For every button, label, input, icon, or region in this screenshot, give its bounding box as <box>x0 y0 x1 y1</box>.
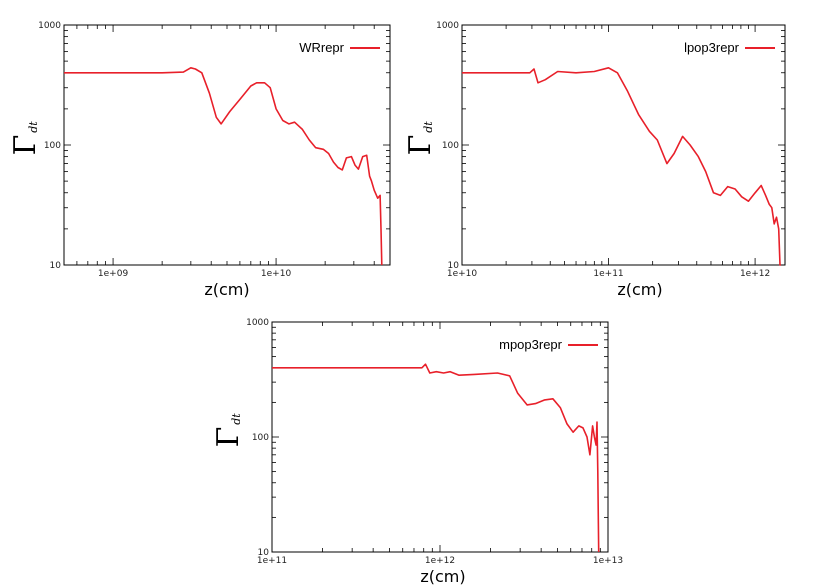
plot-frame <box>461 24 786 266</box>
plot-frame <box>63 24 391 266</box>
y-tick-label: 1000 <box>246 318 269 328</box>
x-tick-label: 1e+12 <box>740 269 770 279</box>
y-tick-label: 10 <box>258 548 270 558</box>
x-axis-label: z(cm) <box>617 280 662 299</box>
plot-frame <box>271 321 609 553</box>
x-tick-label: 1e+10 <box>447 269 478 279</box>
y-axis-label: Γ <box>211 427 246 448</box>
y-axis-label: Γ <box>403 135 438 156</box>
x-tick-label: 1e+10 <box>261 269 292 279</box>
y-tick-label: 10 <box>448 261 460 271</box>
y-axis-label-subscript: dt <box>422 121 435 133</box>
y-tick-label: 100 <box>252 433 269 443</box>
y-axis-label-subscript: dt <box>27 121 40 133</box>
x-tick-label: 1e+09 <box>98 269 129 279</box>
series-line-lpop3repr <box>462 67 781 266</box>
y-tick-label: 100 <box>44 141 61 151</box>
x-axis-label: z(cm) <box>420 567 465 586</box>
y-axis-label: Γ <box>8 135 43 156</box>
x-tick-label: 1e+11 <box>257 556 287 566</box>
x-axis-label: z(cm) <box>204 280 249 299</box>
x-tick-label: 1e+12 <box>425 556 455 566</box>
chart-panel-1: 1000 100 10 1e+09 1e+10 z(cm) Γdt WRrepr <box>8 21 391 299</box>
y-tick-label: 1000 <box>38 21 61 31</box>
y-tick-label: 100 <box>442 141 459 151</box>
x-tick-label: 1e+13 <box>593 556 623 566</box>
legend-label: mpop3repr <box>499 337 563 352</box>
y-tick-label: 10 <box>50 261 62 271</box>
legend-label: WRrepr <box>299 40 344 55</box>
y-tick-label: 1000 <box>436 21 459 31</box>
legend-label: lpop3repr <box>684 40 740 55</box>
series-line-mpop3repr <box>272 363 600 553</box>
y-axis-label-subscript: dt <box>230 413 243 425</box>
series-line-WRrepr <box>64 67 383 266</box>
x-tick-label: 1e+11 <box>593 269 623 279</box>
